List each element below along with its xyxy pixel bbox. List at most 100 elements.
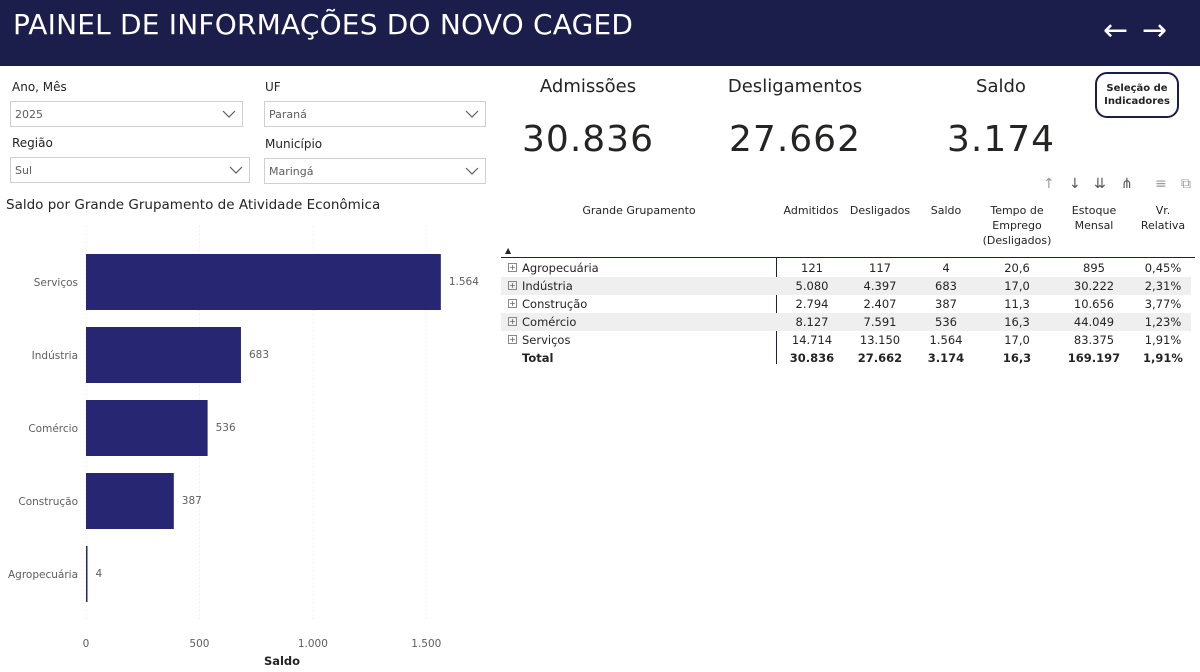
header-line: Estoque [1071, 204, 1117, 217]
category-label: Serviços [34, 277, 78, 289]
expand-row-icon[interactable]: + [508, 335, 517, 344]
forward-arrow-icon[interactable]: → [1142, 13, 1168, 48]
cell-admitidos: 8.127 [795, 315, 829, 329]
data-label: 536 [216, 422, 236, 434]
col-header-tempo-emprego[interactable]: Tempo de Emprego (Desligados) [976, 203, 1058, 248]
expand-row-icon[interactable]: + [508, 281, 517, 290]
x-tick-label: 0 [83, 638, 90, 650]
cell-tempo: 16,3 [1004, 315, 1030, 329]
table-row[interactable]: + Serviços 14.714 13.150 1.564 17,0 83.375 1,91… [501, 331, 1191, 349]
filter-icon[interactable]: ≡ [1155, 176, 1167, 192]
saldo-bar-chart: 0 500 1.000 1.500 Serviços 1.564 Indústria 683 C… [8, 226, 479, 668]
cell-vr: 1,23% [1144, 315, 1182, 329]
sort-indicator-icon[interactable]: ▲ [505, 246, 512, 255]
cell-tempo: 11,3 [1004, 297, 1030, 311]
municipio-dropdown[interactable]: Maringá [264, 158, 486, 184]
cell-grupamento: Comércio [522, 315, 577, 329]
arrow-down-icon[interactable]: ↓ [1069, 176, 1081, 192]
table-total-row[interactable]: Total 30.836 27.662 3.174 16,3 169.197 1,91% [501, 349, 1191, 367]
table-row[interactable]: + Construção 2.794 2.407 387 11,3 10.656 3,77% [501, 295, 1191, 313]
category-label: Construção [18, 496, 78, 508]
focus-mode-icon[interactable]: ⧉ [1181, 176, 1191, 192]
kpi-admissoes-label: Admissões [539, 76, 637, 97]
cell-saldo: 3.174 [927, 351, 965, 365]
cell-estoque: 895 [1083, 261, 1105, 275]
cell-grupamento: Agropecuária [522, 261, 599, 275]
cell-saldo: 536 [935, 315, 957, 329]
cell-vr: 3,77% [1144, 297, 1182, 311]
cell-estoque: 10.656 [1073, 297, 1115, 311]
page-title: PAINEL DE INFORMAÇÕES DO NOVO CAGED [13, 8, 634, 41]
bar [86, 254, 441, 310]
regiao-value: Sul [15, 164, 33, 177]
col-header-vr-relativa[interactable]: Vr. Relativa [1134, 203, 1192, 233]
cell-saldo: 683 [935, 279, 957, 293]
header-line: (Desligados) [982, 234, 1052, 247]
col-header-desligados[interactable]: Desligados [849, 204, 911, 217]
col-header-admitidos[interactable]: Admitidos [783, 204, 839, 217]
filter-label-uf: UF [265, 80, 281, 94]
cell-estoque: 169.197 [1067, 351, 1121, 365]
cell-estoque: 44.049 [1073, 315, 1115, 329]
table-row[interactable]: + Agropecuária 121 117 4 20,6 895 0,45% [501, 259, 1191, 277]
data-label: 4 [96, 568, 103, 580]
expand-row-icon[interactable]: + [508, 317, 517, 326]
header-line: Vr. [1155, 204, 1171, 217]
table-row[interactable]: + Indústria 5.080 4.397 683 17,0 30.222 2,31% [501, 277, 1191, 295]
kpi-desligamentos-label: Desligamentos [727, 76, 863, 97]
col-header-saldo[interactable]: Saldo [930, 204, 962, 217]
column-divider [776, 258, 777, 364]
municipio-value: Maringá [269, 165, 314, 178]
selecao-line2: Indicadores [1104, 96, 1170, 107]
cell-desligados: 7.591 [863, 315, 897, 329]
cell-grupamento: Total [522, 351, 554, 365]
regiao-dropdown[interactable]: Sul [10, 157, 250, 183]
expand-row-icon[interactable]: + [508, 299, 517, 308]
chevron-down-icon [465, 110, 479, 118]
bar [86, 400, 208, 456]
back-arrow-icon[interactable]: ← [1103, 13, 1129, 48]
cell-desligados: 13.150 [859, 333, 901, 347]
cell-estoque: 30.222 [1073, 279, 1115, 293]
double-arrow-down-icon[interactable]: ⇊ [1094, 176, 1106, 192]
col-header-grupamento[interactable]: Grande Grupamento [582, 204, 696, 217]
table-row[interactable]: + Comércio 8.127 7.591 536 16,3 44.049 1,23% [501, 313, 1191, 331]
x-tick-label: 500 [189, 638, 209, 650]
header-line: Relativa [1140, 219, 1186, 232]
expand-hierarchy-icon[interactable]: ⋔ [1121, 176, 1133, 192]
cell-desligados: 27.662 [857, 351, 903, 365]
cell-vr: 1,91% [1144, 333, 1182, 347]
selecao-indicadores-button[interactable]: Seleção de Indicadores [1095, 72, 1179, 118]
chevron-down-icon [222, 110, 236, 118]
cell-estoque: 83.375 [1073, 333, 1115, 347]
cell-saldo: 387 [935, 297, 957, 311]
cell-admitidos: 14.714 [791, 333, 833, 347]
chart-title: Saldo por Grande Grupamento de Atividade… [6, 197, 381, 213]
cell-desligados: 2.407 [863, 297, 897, 311]
ano-mes-dropdown[interactable]: 2025 [10, 101, 243, 127]
x-axis-title: Saldo [264, 654, 300, 668]
header-line: Emprego [992, 219, 1042, 232]
arrow-up-icon[interactable]: ↑ [1043, 176, 1055, 192]
data-label: 1.564 [449, 276, 479, 288]
kpi-admissoes-value: 30.836 [522, 119, 654, 160]
cell-admitidos: 2.794 [795, 297, 829, 311]
cell-vr: 1,91% [1143, 351, 1183, 365]
uf-dropdown[interactable]: Paraná [264, 101, 486, 127]
cell-tempo: 16,3 [1002, 351, 1032, 365]
chevron-down-icon [229, 166, 243, 174]
filter-label-ano-mes: Ano, Mês [12, 80, 67, 94]
expand-row-icon[interactable]: + [508, 263, 517, 272]
x-tick-label: 1.000 [298, 638, 328, 650]
col-header-estoque[interactable]: Estoque Mensal [1064, 203, 1124, 233]
cell-admitidos: 5.080 [795, 279, 829, 293]
kpi-saldo-value: 3.174 [946, 119, 1056, 160]
cell-saldo: 1.564 [929, 333, 963, 347]
cell-tempo: 17,0 [1004, 333, 1030, 347]
chevron-down-icon [465, 167, 479, 175]
cell-saldo: 4 [942, 261, 950, 275]
header-divider [501, 257, 1195, 258]
cell-vr: 2,31% [1144, 279, 1182, 293]
header-line: Tempo de [990, 204, 1044, 217]
category-label: Comércio [28, 423, 78, 435]
